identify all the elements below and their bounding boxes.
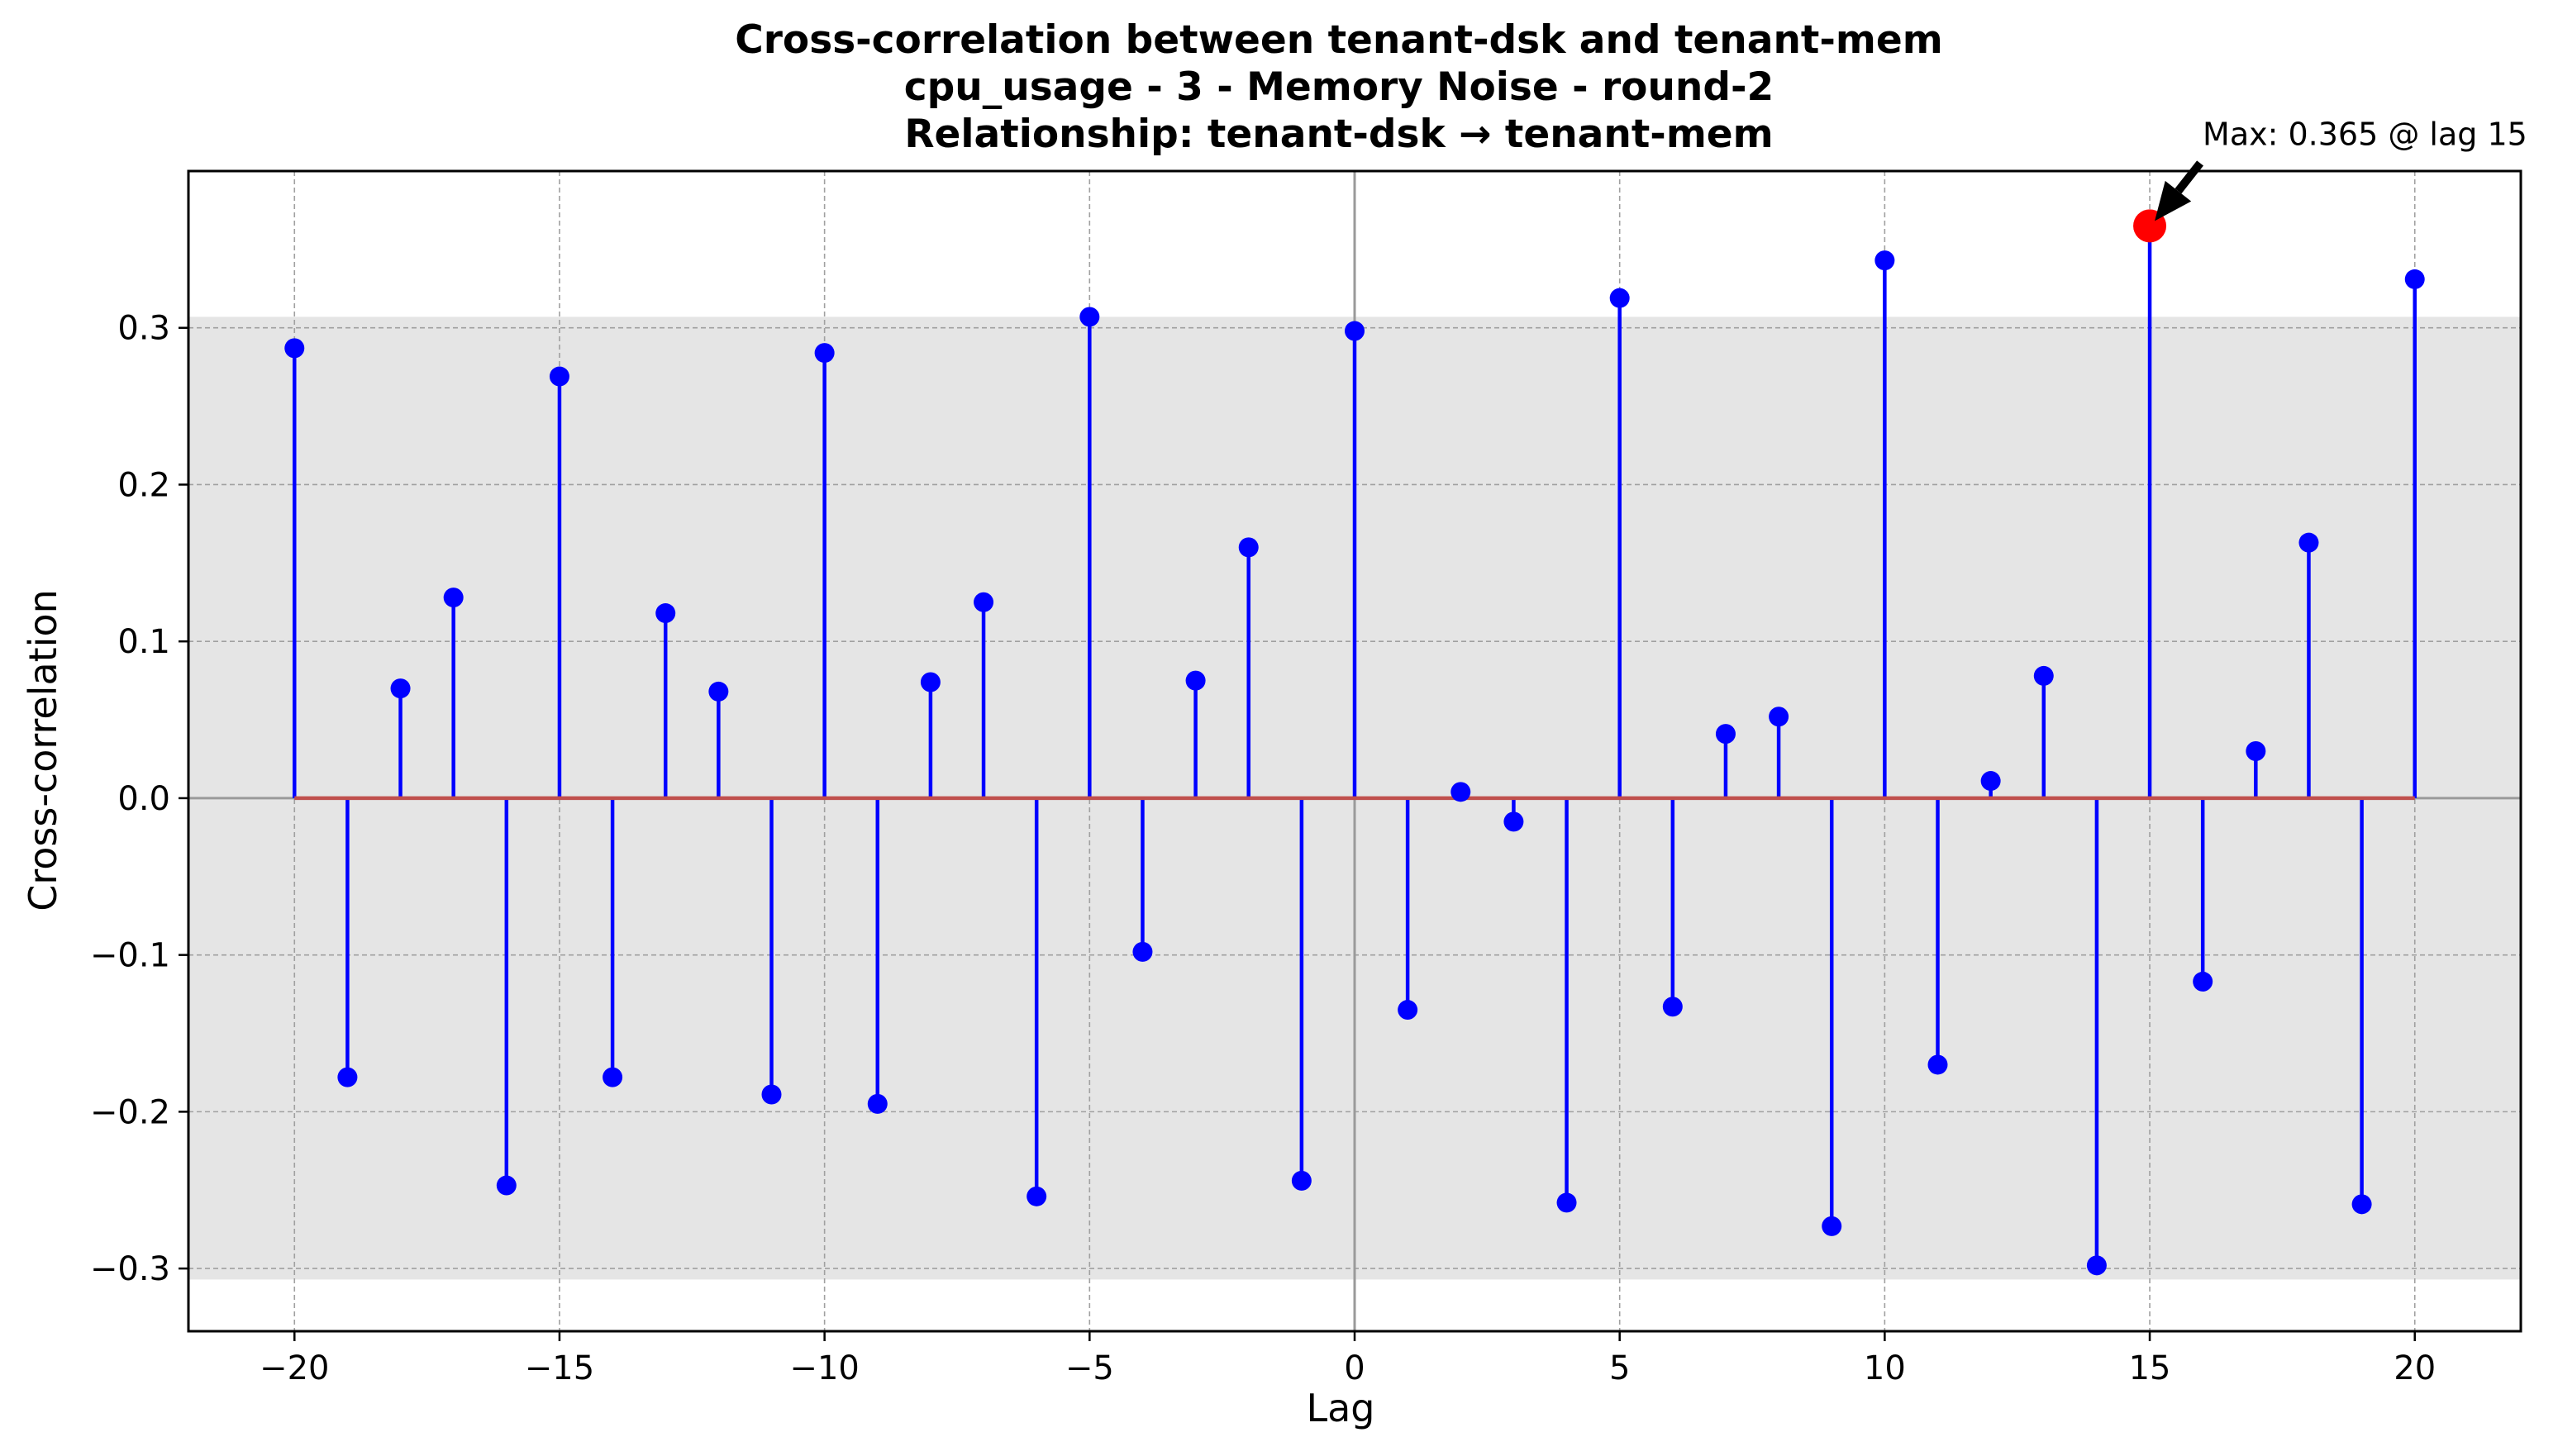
stem-marker [2298,532,2319,553]
stem-marker [1345,321,1365,341]
stem-marker [1398,1000,1418,1021]
stem-marker [2033,665,2054,686]
title-layer: Cross-correlation between tenant-dsk and… [735,17,1942,157]
stem-layer [293,226,2417,1266]
stem-marker [496,1175,517,1196]
marker-layer [284,209,2425,1276]
stem-marker [1927,1054,1948,1075]
stem-marker [2246,741,2266,761]
stem-marker [814,343,835,364]
stem-marker [761,1084,782,1105]
y-tick-label: 0.3 [117,310,170,348]
stem-marker [2193,971,2213,992]
stem-marker [1769,707,1789,727]
stem-marker [2351,1194,2372,1215]
x-axis-label: Lag [1306,1386,1374,1430]
annotation-layer: Max: 0.365 @ lag 15 [2155,116,2527,221]
x-tick-label: −20 [260,1349,329,1387]
stem-marker [708,681,729,702]
stem-marker [549,366,569,387]
y-axis-label: Cross-correlation [21,589,65,911]
stem-marker [1185,670,1206,691]
stem-marker [920,672,941,692]
y-tick-label: 0.1 [117,623,170,661]
stem-marker [2404,269,2425,289]
x-tick-label: 10 [1864,1349,1906,1387]
x-tick-label: 20 [2394,1349,2436,1387]
y-tick-label: 0.0 [117,780,170,818]
stem-marker [1132,941,1153,962]
y-tick-label: 0.2 [117,466,170,504]
stem-marker [1822,1216,1842,1236]
x-tick-label: −5 [1065,1349,1114,1387]
chart-title-line-2: cpu_usage - 3 - Memory Noise - round-2 [904,64,1774,110]
stem-marker [1609,288,1630,308]
x-tick-label: 5 [1609,1349,1630,1387]
stem-marker [337,1067,358,1087]
annotation-arrow-shaft [2175,160,2203,194]
annotation-arrow-head [2155,180,2192,221]
stem-marker [284,338,305,359]
stem-marker [1027,1186,1047,1206]
y-tick-label: −0.1 [90,937,170,975]
stem-marker [974,592,994,612]
chart-title-line-1: Cross-correlation between tenant-dsk and… [735,17,1942,63]
x-tick-label: −10 [789,1349,859,1387]
stem-marker [1715,724,1736,745]
x-tick-label: 15 [2129,1349,2171,1387]
max-annotation-label: Max: 0.365 @ lag 15 [2203,116,2527,152]
stem-marker [1874,250,1895,271]
y-tick-label: −0.2 [90,1093,170,1131]
stem-marker [1503,811,1524,832]
x-tick-label: 0 [1344,1349,1365,1387]
stem-marker [1450,782,1471,802]
stem-marker [603,1067,623,1087]
stem-marker [390,678,411,699]
stem-marker [655,603,676,624]
chart-title-line-3: Relationship: tenant-dsk → tenant-mem [904,112,1773,157]
stem-marker [1079,307,1100,327]
stem-marker [443,588,464,608]
stem-marker [1556,1192,1577,1213]
tick-layer: −20 −15 −10 −5 0 5 10 15 20 −0.3 −0.2 −0.1 0.0 0.1 0.2… [90,310,2436,1387]
stem-marker [2086,1255,2107,1276]
stem-marker [1662,997,1683,1017]
stem-marker [1238,537,1259,558]
stem-marker [1291,1170,1312,1191]
stem-marker [1980,771,2001,792]
x-tick-label: −15 [525,1349,594,1387]
stem-marker [867,1093,888,1114]
y-tick-label: −0.3 [90,1250,170,1288]
